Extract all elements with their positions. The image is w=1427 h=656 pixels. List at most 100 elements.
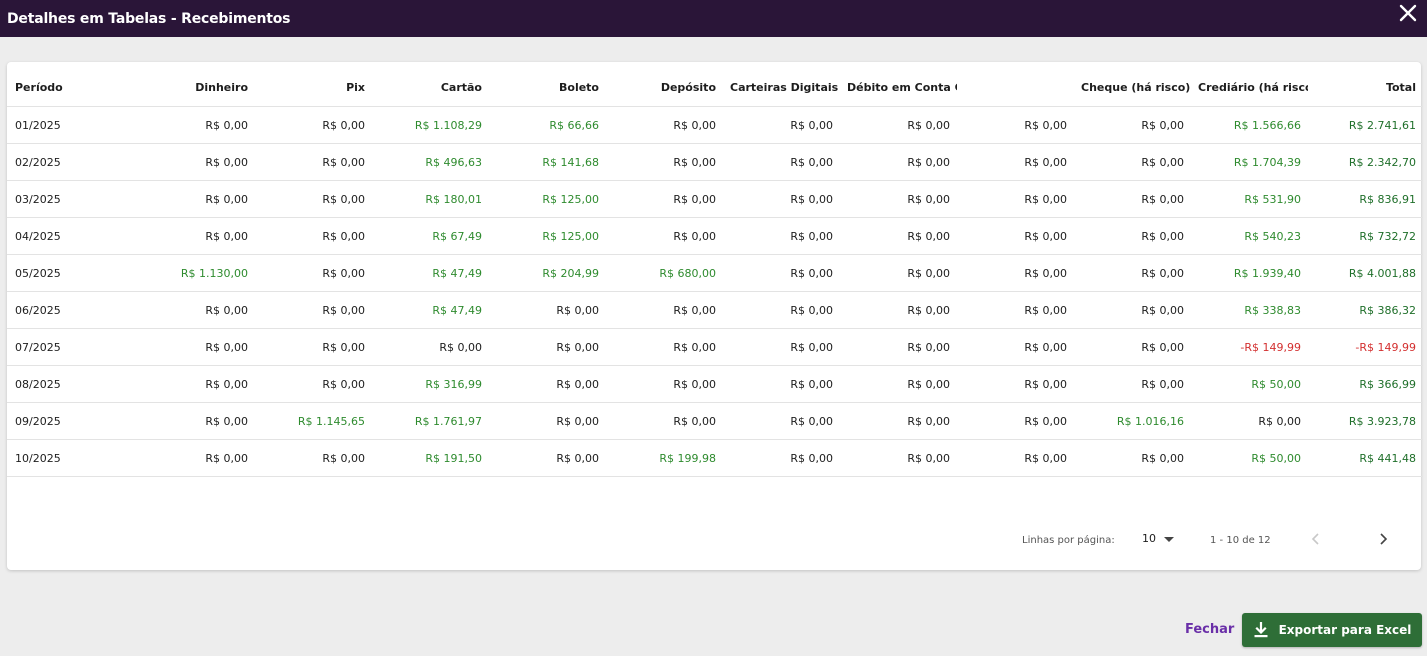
chevron-left-icon <box>1311 533 1319 545</box>
column-header-2[interactable]: Pix <box>255 68 372 107</box>
column-header-3[interactable]: Cartão <box>372 68 489 107</box>
value-cell: R$ 0,00 <box>489 402 606 440</box>
value-cell: R$ 50,00 <box>1191 365 1308 403</box>
value-cell: R$ 0,00 <box>1074 143 1191 181</box>
value-cell: R$ 0,00 <box>372 328 489 366</box>
column-header-6[interactable]: Carteiras Digitais <box>723 68 840 107</box>
value-cell: R$ 0,00 <box>131 217 255 255</box>
value-cell: R$ 0,00 <box>489 328 606 366</box>
column-header-9[interactable]: Cheque (há risco) <box>1074 68 1191 107</box>
pagination: Linhas por página: 10 1 - 10 de 12 <box>7 528 1421 552</box>
value-cell: R$ 540,23 <box>1191 217 1308 255</box>
value-cell: R$ 2.342,70 <box>1308 143 1423 181</box>
value-cell: R$ 0,00 <box>606 143 723 181</box>
modal-header: Detalhes em Tabelas - Recebimentos <box>0 0 1427 37</box>
chevron-right-icon <box>1380 533 1388 545</box>
value-cell: R$ 0,00 <box>255 143 372 181</box>
value-cell: R$ 0,00 <box>957 143 1074 181</box>
value-cell: R$ 1.566,66 <box>1191 106 1308 144</box>
value-cell: R$ 0,00 <box>840 291 957 329</box>
value-cell: R$ 0,00 <box>723 106 840 144</box>
column-header-8[interactable] <box>957 68 1074 107</box>
rows-per-page-select[interactable]: 10 <box>1142 532 1174 545</box>
value-cell: R$ 1.939,40 <box>1191 254 1308 292</box>
value-cell: R$ 0,00 <box>840 439 957 477</box>
value-cell: R$ 67,49 <box>372 217 489 255</box>
column-header-4[interactable]: Boleto <box>489 68 606 107</box>
value-cell: R$ 0,00 <box>131 143 255 181</box>
value-cell: R$ 0,00 <box>1074 365 1191 403</box>
export-excel-button[interactable]: Exportar para Excel <box>1242 613 1422 647</box>
receipts-table: Período Dinheiro Pix Cartão Boleto Depósito Ca… <box>7 68 1423 477</box>
value-cell: R$ 0,00 <box>606 217 723 255</box>
column-header-11[interactable]: Total <box>1308 68 1423 107</box>
value-cell: R$ 0,00 <box>131 291 255 329</box>
period-cell: 02/2025 <box>7 143 131 181</box>
period-cell: 03/2025 <box>7 180 131 218</box>
value-cell: R$ 0,00 <box>723 217 840 255</box>
value-cell: R$ 0,00 <box>723 328 840 366</box>
close-icon[interactable] <box>1397 2 1419 24</box>
value-cell: R$ 1.761,97 <box>372 402 489 440</box>
value-cell: R$ 0,00 <box>957 106 1074 144</box>
value-cell: R$ 47,49 <box>372 254 489 292</box>
value-cell: R$ 3.923,78 <box>1308 402 1423 440</box>
value-cell: R$ 0,00 <box>1074 217 1191 255</box>
rows-per-page-label: Linhas por página: <box>1022 535 1115 546</box>
period-cell: 01/2025 <box>7 106 131 144</box>
value-cell: R$ 0,00 <box>255 217 372 255</box>
value-cell: R$ 0,00 <box>1074 254 1191 292</box>
value-cell: R$ 0,00 <box>131 365 255 403</box>
value-cell: R$ 0,00 <box>606 291 723 329</box>
value-cell: R$ 0,00 <box>1074 180 1191 218</box>
value-cell: R$ 316,99 <box>372 365 489 403</box>
column-header-0[interactable]: Período <box>7 68 131 107</box>
table-row: 09/2025 R$ 0,00 R$ 1.145,65 R$ 1.761,97 R$ 0… <box>7 402 1423 440</box>
value-cell: R$ 0,00 <box>723 291 840 329</box>
value-cell: R$ 0,00 <box>723 365 840 403</box>
table-row: 05/2025 R$ 1.130,00 R$ 0,00 R$ 47,49 R$ 204,… <box>7 254 1423 292</box>
close-button[interactable]: Fechar <box>1185 622 1235 637</box>
value-cell: R$ 836,91 <box>1308 180 1423 218</box>
value-cell: -R$ 149,99 <box>1191 328 1308 366</box>
rows-per-page-value: 10 <box>1142 532 1156 545</box>
value-cell: R$ 4.001,88 <box>1308 254 1423 292</box>
page-range: 1 - 10 de 12 <box>1210 535 1271 546</box>
table-body: 01/2025 R$ 0,00 R$ 0,00 R$ 1.108,29 R$ 66,66… <box>7 106 1423 477</box>
value-cell: R$ 0,00 <box>255 291 372 329</box>
table-row: 07/2025 R$ 0,00 R$ 0,00 R$ 0,00 R$ 0,00 R$ 0,… <box>7 328 1423 366</box>
value-cell: R$ 0,00 <box>1074 106 1191 144</box>
period-cell: 06/2025 <box>7 291 131 329</box>
value-cell: R$ 0,00 <box>1074 291 1191 329</box>
value-cell: R$ 0,00 <box>131 402 255 440</box>
value-cell: R$ 50,00 <box>1191 439 1308 477</box>
value-cell: R$ 0,00 <box>723 180 840 218</box>
value-cell: R$ 680,00 <box>606 254 723 292</box>
value-cell: R$ 0,00 <box>606 328 723 366</box>
value-cell: R$ 0,00 <box>606 365 723 403</box>
column-header-5[interactable]: Depósito <box>606 68 723 107</box>
previous-page-button[interactable] <box>1306 529 1326 549</box>
value-cell: R$ 191,50 <box>372 439 489 477</box>
value-cell: R$ 496,63 <box>372 143 489 181</box>
value-cell: R$ 0,00 <box>1191 402 1308 440</box>
value-cell: R$ 0,00 <box>131 328 255 366</box>
table-row: 02/2025 R$ 0,00 R$ 0,00 R$ 496,63 R$ 141,68 R… <box>7 143 1423 181</box>
table-row: 04/2025 R$ 0,00 R$ 0,00 R$ 67,49 R$ 125,00 R$… <box>7 217 1423 255</box>
value-cell: R$ 0,00 <box>1074 439 1191 477</box>
value-cell: R$ 0,00 <box>255 254 372 292</box>
value-cell: R$ 0,00 <box>957 291 1074 329</box>
value-cell: R$ 1.130,00 <box>131 254 255 292</box>
value-cell: R$ 0,00 <box>957 254 1074 292</box>
table-header-row: Período Dinheiro Pix Cartão Boleto Depósito Ca… <box>7 68 1423 107</box>
period-cell: 07/2025 <box>7 328 131 366</box>
value-cell: R$ 199,98 <box>606 439 723 477</box>
next-page-button[interactable] <box>1373 529 1393 549</box>
value-cell: R$ 0,00 <box>255 439 372 477</box>
column-header-7[interactable]: Débito em Conta Convênio/... <box>840 68 957 107</box>
column-header-1[interactable]: Dinheiro <box>131 68 255 107</box>
table-row: 10/2025 R$ 0,00 R$ 0,00 R$ 191,50 R$ 0,00 R$ … <box>7 439 1423 477</box>
value-cell: R$ 2.741,61 <box>1308 106 1423 144</box>
value-cell: R$ 0,00 <box>840 143 957 181</box>
column-header-10[interactable]: Crediário (há risco) <box>1191 68 1308 107</box>
